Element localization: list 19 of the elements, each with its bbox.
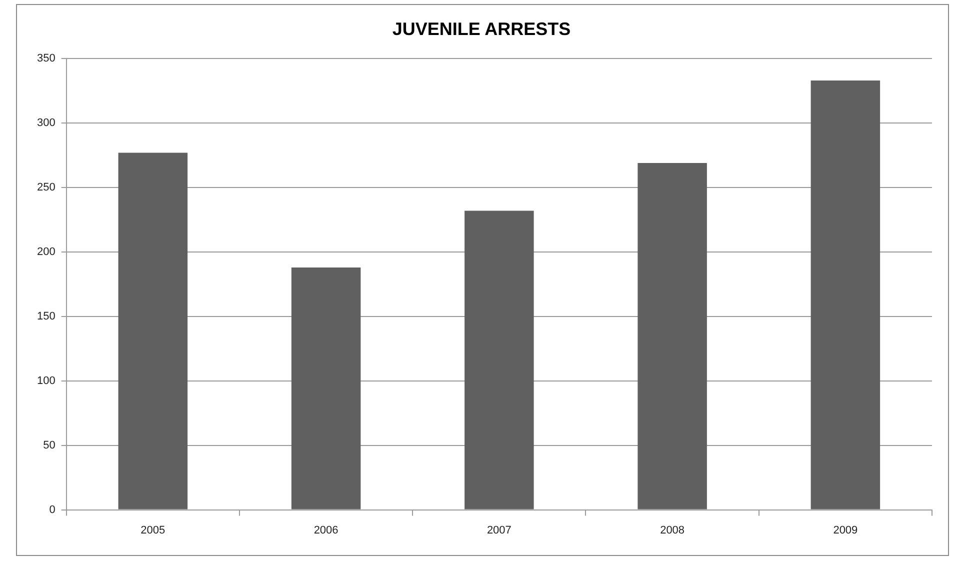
bar bbox=[638, 163, 707, 510]
y-tick-label: 50 bbox=[43, 439, 56, 452]
y-tick-label: 300 bbox=[36, 117, 56, 130]
y-tick-label: 350 bbox=[36, 52, 56, 65]
y-tick-label: 200 bbox=[36, 246, 56, 258]
y-tick-label: 100 bbox=[36, 374, 56, 387]
x-tick-label: 2007 bbox=[486, 524, 512, 536]
y-tick-label: 250 bbox=[36, 182, 56, 194]
x-tick-label: 2008 bbox=[660, 524, 685, 536]
bar bbox=[464, 210, 534, 510]
y-tick-label: 150 bbox=[36, 310, 56, 322]
y-tick-label: 0 bbox=[49, 504, 56, 516]
x-tick-label: 2005 bbox=[140, 524, 166, 536]
bar bbox=[810, 80, 880, 510]
x-tick-label: 2009 bbox=[833, 524, 858, 536]
bar bbox=[291, 267, 361, 510]
x-tick-label: 2006 bbox=[314, 524, 338, 536]
chart-title: JUVENILE ARRESTS bbox=[392, 18, 571, 39]
bar bbox=[118, 152, 188, 510]
